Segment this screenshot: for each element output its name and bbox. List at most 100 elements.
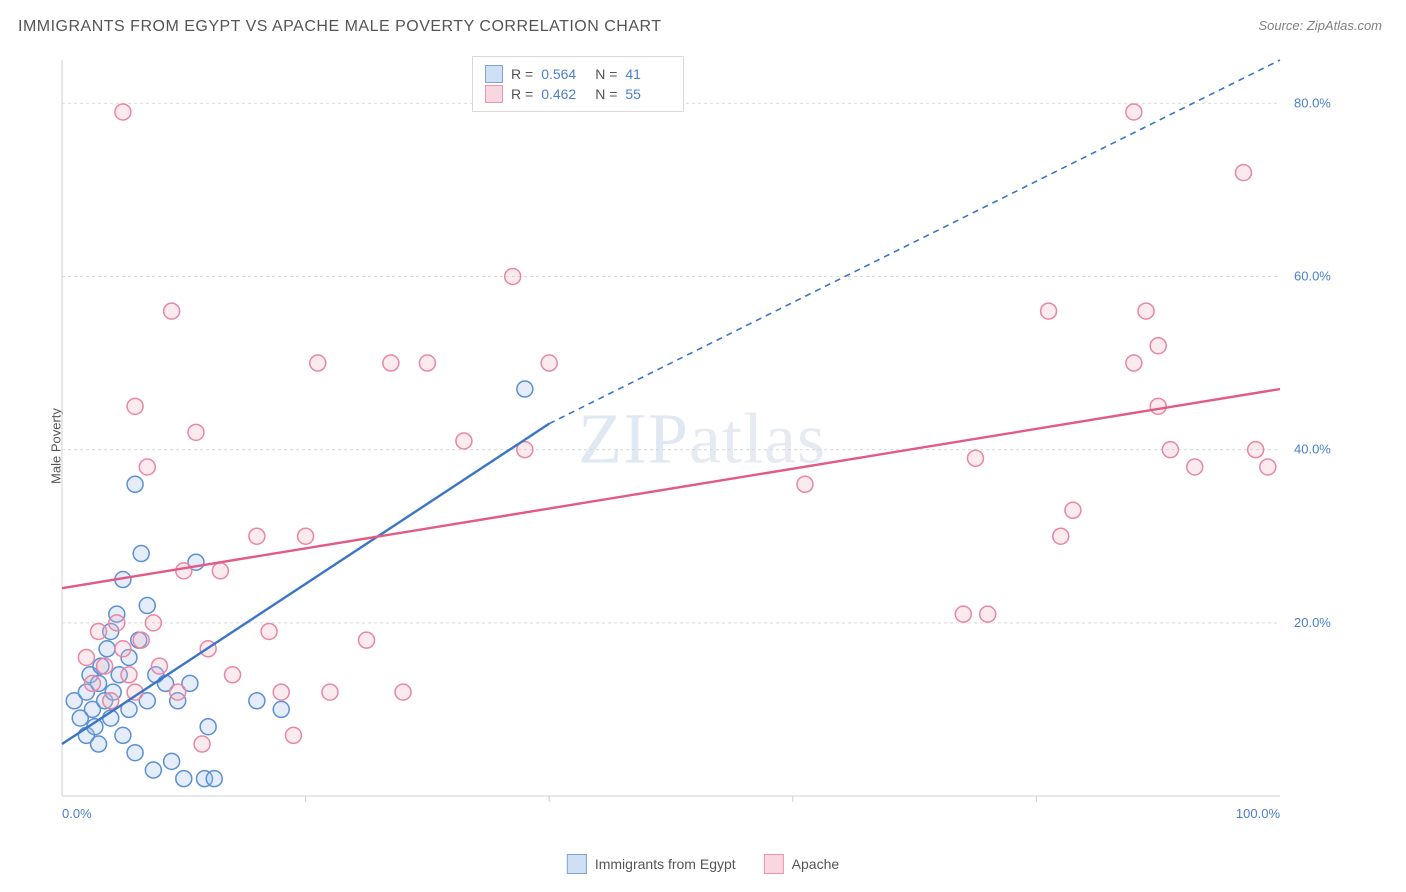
data-point [273,684,289,700]
data-point [206,771,222,787]
data-point [115,727,131,743]
data-point [127,398,143,414]
data-point [78,649,94,665]
data-point [1150,338,1166,354]
data-point [517,381,533,397]
data-point [456,433,472,449]
n-value: 55 [625,86,671,102]
x-tick-label: 100.0% [1236,806,1281,821]
data-point [176,771,192,787]
y-tick-label: 40.0% [1294,442,1331,457]
data-point [133,546,149,562]
data-point [1126,104,1142,120]
legend-swatch [485,85,503,103]
data-point [188,424,204,440]
stats-row: R = 0.564 N = 41 [485,65,671,83]
chart-svg: 20.0% 40.0% 60.0% 80.0% 0.0% 100.0% [54,54,1350,824]
data-point [115,104,131,120]
data-point [115,641,131,657]
legend-swatch [764,854,784,874]
data-point [249,693,265,709]
legend-swatch [485,65,503,83]
r-value: 0.564 [541,66,587,82]
data-point [103,693,119,709]
r-label: R = [511,86,533,102]
trend-line [62,424,549,744]
n-label: N = [595,86,617,102]
data-point [968,450,984,466]
data-point [1041,303,1057,319]
legend-label: Immigrants from Egypt [595,856,736,872]
data-point [298,528,314,544]
data-point [1065,502,1081,518]
data-point [955,606,971,622]
data-point [151,658,167,674]
data-point [139,459,155,475]
data-point [322,684,338,700]
y-tick-label: 80.0% [1294,95,1331,110]
data-point [1187,459,1203,475]
legend-swatch [567,854,587,874]
y-tick-label: 60.0% [1294,268,1331,283]
data-point [797,476,813,492]
data-point [97,658,113,674]
data-point [99,641,115,657]
data-point [212,563,228,579]
data-point [91,736,107,752]
n-value: 41 [625,66,671,82]
data-point [1138,303,1154,319]
data-point [1126,355,1142,371]
data-point [1053,528,1069,544]
data-point [419,355,435,371]
data-point [84,675,100,691]
data-point [505,268,521,284]
legend-label: Apache [792,856,839,872]
data-point [383,355,399,371]
data-point [145,762,161,778]
r-label: R = [511,66,533,82]
data-point [164,753,180,769]
data-point [170,684,186,700]
data-point [395,684,411,700]
data-point [1235,165,1251,181]
data-point [164,303,180,319]
data-point [273,701,289,717]
trend-line-extrapolated [549,60,1280,424]
data-point [133,632,149,648]
data-point [1248,442,1264,458]
data-point [176,563,192,579]
legend: Immigrants from Egypt Apache [567,854,839,874]
legend-item: Apache [764,854,839,874]
data-point [1162,442,1178,458]
data-point [1260,459,1276,475]
data-point [359,632,375,648]
legend-item: Immigrants from Egypt [567,854,736,874]
data-point [261,623,277,639]
chart-plot-area: 20.0%40.0%60.0%80.0%0.0%100.0% ZIPatlas … [54,54,1350,824]
data-point [127,476,143,492]
data-point [109,615,125,631]
correlation-stats-box: R = 0.564 N = 41 R = 0.462 N = 55 [472,56,684,112]
data-point [145,615,161,631]
data-point [200,719,216,735]
data-point [91,623,107,639]
data-point [194,736,210,752]
source-attribution: Source: ZipAtlas.com [1258,18,1382,33]
data-point [127,745,143,761]
data-point [249,528,265,544]
data-point [225,667,241,683]
stats-row: R = 0.462 N = 55 [485,85,671,103]
r-value: 0.462 [541,86,587,102]
chart-title: IMMIGRANTS FROM EGYPT VS APACHE MALE POV… [18,18,662,36]
y-tick-label: 20.0% [1294,615,1331,630]
data-point [285,727,301,743]
x-tick-label: 0.0% [62,806,92,821]
data-point [139,598,155,614]
data-point [1150,398,1166,414]
data-point [121,667,137,683]
data-point [310,355,326,371]
n-label: N = [595,66,617,82]
data-point [541,355,557,371]
data-point [980,606,996,622]
trend-line [62,389,1280,588]
